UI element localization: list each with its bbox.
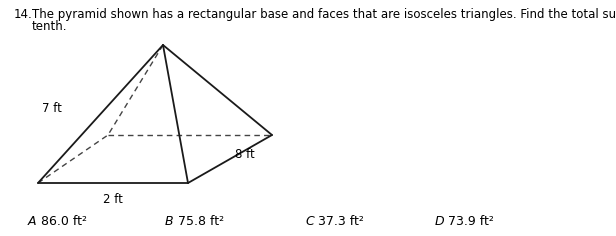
- Polygon shape: [38, 135, 272, 183]
- Text: 75.8 ft²: 75.8 ft²: [178, 215, 224, 228]
- Text: B: B: [165, 215, 174, 228]
- Text: A: A: [28, 215, 36, 228]
- Text: D: D: [435, 215, 445, 228]
- Text: The pyramid shown has a rectangular base and faces that are isosceles triangles.: The pyramid shown has a rectangular base…: [32, 8, 616, 21]
- Text: 73.9 ft²: 73.9 ft²: [448, 215, 494, 228]
- Text: 14.: 14.: [14, 8, 33, 21]
- Text: 8 ft: 8 ft: [235, 148, 255, 161]
- Text: 86.0 ft²: 86.0 ft²: [41, 215, 87, 228]
- Text: 2 ft: 2 ft: [103, 193, 123, 206]
- Text: 37.3 ft²: 37.3 ft²: [318, 215, 364, 228]
- Text: C: C: [305, 215, 314, 228]
- Text: tenth.: tenth.: [32, 20, 68, 33]
- Polygon shape: [38, 45, 163, 183]
- Polygon shape: [163, 45, 272, 183]
- Polygon shape: [38, 45, 188, 183]
- Text: 7 ft: 7 ft: [42, 101, 62, 114]
